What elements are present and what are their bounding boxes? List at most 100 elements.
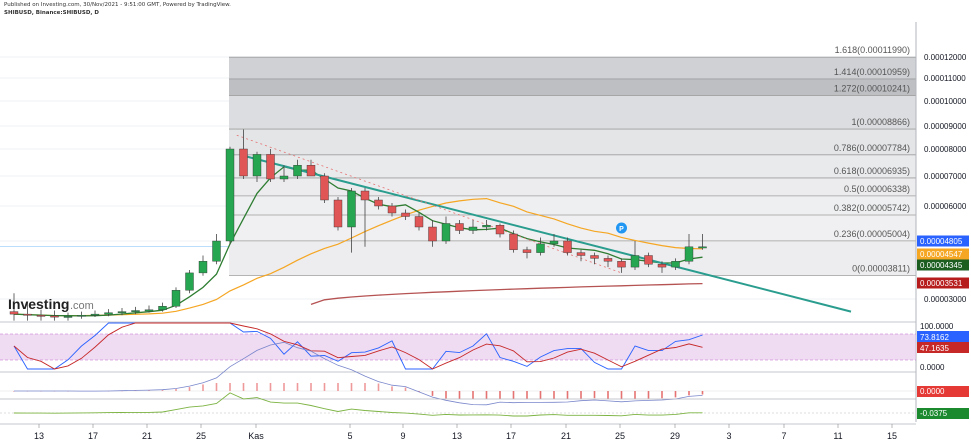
- candle: [630, 241, 640, 270]
- osc-tag-bg: [917, 408, 969, 419]
- price-axis-bg: [916, 22, 971, 422]
- candle: [333, 197, 343, 231]
- macd-bar: [337, 383, 339, 391]
- candle-body: [428, 226, 437, 242]
- candle: [590, 252, 599, 265]
- candle: [144, 305, 154, 313]
- marker-label: P: [619, 226, 624, 233]
- macd-bar: [661, 391, 663, 399]
- candle: [63, 312, 73, 321]
- candle-body: [630, 255, 640, 268]
- candle: [77, 311, 86, 319]
- fib-zone: [229, 95, 916, 130]
- candle: [684, 234, 694, 265]
- candle-body: [104, 312, 113, 315]
- price-tags: 0.00004805 0.00004547 0.00004345 0.00003531: [917, 235, 969, 289]
- date-label: 29: [670, 431, 680, 441]
- fib-zone: [229, 154, 916, 178]
- candle-body: [212, 240, 221, 262]
- candle-body: [522, 249, 532, 253]
- fib-label: 1(0.00008866): [851, 117, 910, 127]
- candle-body: [401, 212, 410, 217]
- candle: [293, 159, 302, 179]
- macd-tag-bg: [917, 386, 969, 397]
- candle: [131, 306, 140, 315]
- macd-bar: [350, 383, 353, 391]
- candle-body: [333, 199, 343, 228]
- candlesticks: [9, 129, 707, 321]
- macd-bar: [202, 384, 204, 391]
- candle: [23, 302, 32, 321]
- rsi-tag-bg: [917, 331, 969, 342]
- candle-body: [198, 261, 208, 274]
- candle-body: [279, 175, 289, 180]
- candle: [509, 230, 518, 253]
- marker-circle: [616, 222, 627, 234]
- candle-body: [441, 223, 451, 242]
- oscillator-pane: -0.0375: [0, 392, 969, 419]
- fib-label: 0.236(0.00005004): [834, 229, 910, 239]
- rsi-axis-label: 0.0000: [920, 363, 945, 372]
- macd-bar: [404, 387, 407, 391]
- event-marker[interactable]: P: [616, 222, 627, 234]
- price-tick-label: 0.00010000: [924, 97, 967, 106]
- date-label: 13: [452, 431, 462, 441]
- candle-body: [252, 154, 262, 177]
- candle: [387, 203, 397, 217]
- date-label: 7: [781, 431, 786, 441]
- rsi-band: [0, 334, 916, 360]
- candle: [603, 255, 613, 268]
- macd-bar: [148, 390, 150, 391]
- candle: [482, 220, 491, 231]
- macd-bar: [593, 391, 596, 399]
- candle: [320, 173, 329, 203]
- candle-body: [23, 313, 32, 316]
- fib-zone: [229, 177, 916, 196]
- candle-body: [657, 264, 667, 268]
- candle: [9, 293, 19, 321]
- candle-body: [77, 315, 86, 317]
- candle-body: [482, 225, 491, 228]
- macd-bar: [161, 389, 164, 391]
- moving-averages: [13, 166, 703, 317]
- candle-body: [536, 243, 545, 253]
- fib-label: 1.618(0.00011990): [835, 45, 910, 55]
- investing-logo: Investing .com: [8, 296, 94, 312]
- price-tag-label: 0.00004547: [920, 250, 963, 259]
- candle-body: [347, 190, 356, 228]
- date-axis[interactable]: 13 17 21 25 Kas 5 9 13 17 21 25 29 3 7 11 15: [0, 423, 916, 441]
- price-tag-bg: [917, 248, 969, 260]
- macd-bar: [634, 391, 636, 399]
- fib-zone: [229, 57, 916, 79]
- candle-body: [549, 240, 559, 245]
- date-label: 25: [615, 431, 625, 441]
- ma-mid-line: [13, 197, 703, 317]
- date-label: 9: [400, 431, 405, 441]
- date-label: 15: [887, 431, 897, 441]
- rsi-k-line: [13, 322, 703, 370]
- macd-bar: [472, 391, 474, 399]
- macd-bar: [242, 383, 245, 391]
- macd-bar: [418, 391, 420, 392]
- candle: [360, 188, 370, 247]
- candle-body: [239, 148, 248, 177]
- candle-body: [144, 309, 154, 312]
- macd-bar: [512, 391, 515, 399]
- price-tick-label: 0.00003000: [924, 295, 967, 304]
- date-label: 25: [196, 431, 206, 441]
- candle: [104, 309, 113, 317]
- price-axis[interactable]: 0.00012000 0.00011000 0.00010000 0.00009000…: [915, 22, 971, 422]
- candle-body: [9, 311, 19, 315]
- rsi-pane: 100.0000 73.8162 47.1635 0.0000: [0, 321, 969, 372]
- candle-body: [414, 216, 424, 228]
- rsi-axis-label: 100.0000: [920, 322, 954, 331]
- candle: [50, 310, 59, 321]
- candle-body: [320, 175, 329, 201]
- candle-body: [63, 316, 73, 318]
- price-tag-bg: [917, 259, 969, 271]
- macd-bar: [391, 386, 393, 391]
- candle: [644, 252, 653, 268]
- macd-bar: [283, 383, 285, 391]
- macd-bar: [701, 391, 704, 395]
- fib-zone: [229, 195, 916, 216]
